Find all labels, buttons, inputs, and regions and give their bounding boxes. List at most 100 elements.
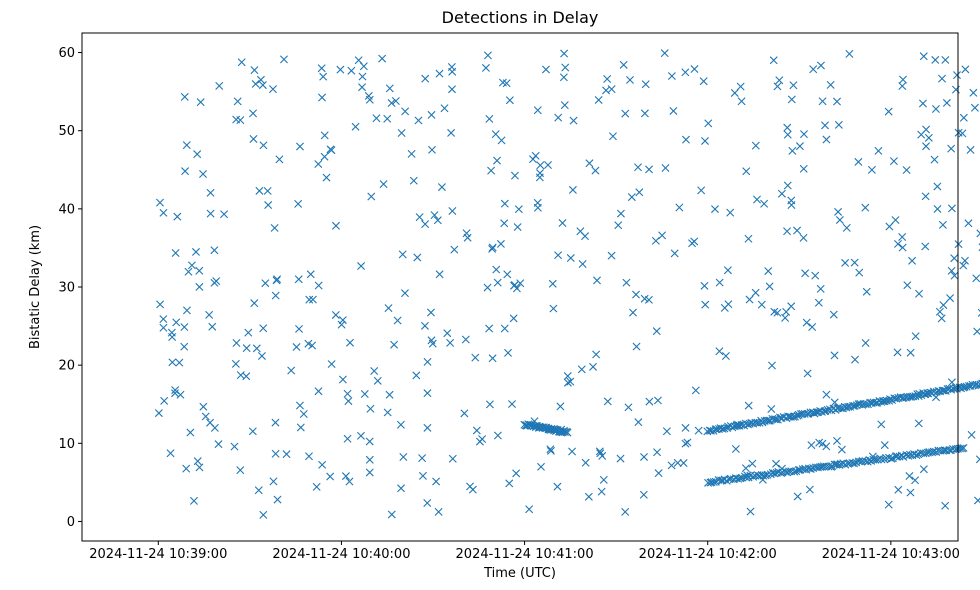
detection-point [918,99,927,108]
detection-point [658,231,667,240]
detection-point [331,310,340,319]
detection-point [318,460,327,469]
detection-point [282,450,291,459]
detection-point [426,308,435,317]
detection-point [801,269,810,278]
detection-point [171,389,179,398]
detection-point [248,427,257,436]
detection-point [358,72,367,81]
detection-point [783,130,792,139]
detection-point [299,410,308,418]
detection-point [156,198,164,207]
detection-point [953,71,961,80]
detection-point [367,192,376,201]
detection-point [937,314,946,323]
x-tick-label: 2024-11-24 10:41:00 [456,547,594,562]
detection-point [319,72,328,81]
detection-point [893,239,902,248]
detection-point [691,386,700,395]
detection-point [947,378,956,387]
detection-point [292,343,301,352]
detection-point [236,116,245,125]
detection-point [493,431,502,440]
detection-point [645,397,654,406]
detection-point [546,445,555,454]
detection-point [279,55,288,64]
detection-point [259,510,268,519]
detection-point [271,418,280,427]
detection-point [660,49,669,58]
detection-point [788,146,797,155]
detection-point [821,121,830,130]
detection-point [802,318,811,327]
detection-point [327,360,336,369]
detection-point [365,455,374,464]
detection-point [744,401,753,410]
detection-point [903,281,912,290]
detection-point [263,186,272,195]
detection-point [834,207,843,216]
detection-point [497,136,506,145]
detection-point [764,416,773,425]
detection-point [295,324,304,333]
detection-point [341,472,350,481]
detection-point [972,274,980,283]
detection-point [584,492,593,501]
detection-point [811,271,820,280]
detection-point [365,437,374,446]
detection-point [767,361,776,370]
detection-point [409,176,418,185]
detection-point [387,99,396,108]
y-tick-label: 20 [58,359,75,374]
detection-point [760,199,769,208]
detection-point [400,289,409,298]
detection-point [387,510,396,519]
detection-point [210,278,219,287]
detection-point [830,351,839,360]
detection-point [690,237,699,246]
detection-point [697,186,706,195]
detection-point [166,449,175,458]
detection-point [338,316,347,325]
detection-point [829,310,838,319]
detection-point [959,261,968,270]
detection-point [195,266,204,275]
detection-point [314,387,323,396]
detection-point [236,466,245,475]
detection-point [595,447,604,456]
detection-point [976,229,980,238]
detection-point [327,146,336,155]
detection-point [624,403,633,412]
detection-point [509,314,518,323]
detection-point [742,473,751,482]
detection-point [563,428,572,437]
detection-point [485,400,494,409]
detection-point [182,306,191,315]
detection-point [448,454,457,463]
detection-point [543,161,552,169]
detection-point [614,221,623,230]
detection-point [510,281,518,290]
detection-point [816,284,825,293]
detection-point [947,204,956,213]
detection-point [189,496,198,505]
detection-point [483,283,492,292]
detection-point [867,165,876,174]
detection-point [960,256,969,265]
detection-point [318,93,327,102]
detection-point [205,310,214,319]
detection-point [892,394,901,403]
detection-point [250,299,259,308]
detection-point [537,462,545,471]
detection-point [765,282,774,291]
detection-point [653,448,662,457]
detection-point [787,302,796,311]
detection-point [973,496,980,505]
detection-point [789,81,798,90]
detection-point [634,163,643,172]
detection-point [514,205,523,214]
detection-point [559,73,568,82]
detection-point [385,84,394,93]
detection-point [304,339,313,348]
